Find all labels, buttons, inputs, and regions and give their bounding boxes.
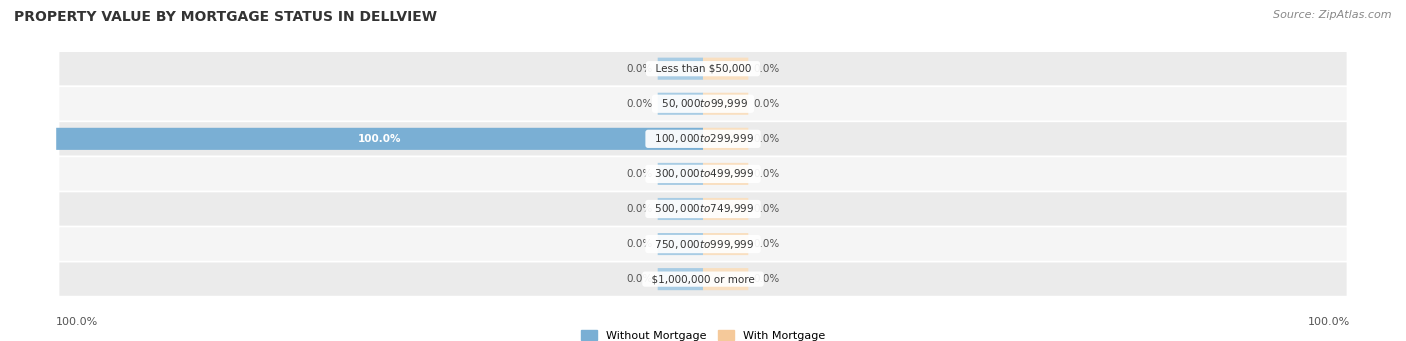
FancyBboxPatch shape (703, 58, 748, 80)
Text: $1,000,000 or more: $1,000,000 or more (645, 274, 761, 284)
FancyBboxPatch shape (658, 268, 703, 290)
Text: 0.0%: 0.0% (754, 239, 780, 249)
FancyBboxPatch shape (59, 122, 1347, 155)
Text: 100.0%: 100.0% (56, 317, 98, 327)
FancyBboxPatch shape (59, 192, 1347, 226)
FancyBboxPatch shape (59, 227, 1347, 261)
Text: 0.0%: 0.0% (754, 204, 780, 214)
FancyBboxPatch shape (703, 93, 748, 115)
Text: $500,000 to $749,999: $500,000 to $749,999 (648, 203, 758, 216)
FancyBboxPatch shape (59, 87, 1347, 120)
FancyBboxPatch shape (658, 93, 703, 115)
FancyBboxPatch shape (658, 58, 703, 80)
FancyBboxPatch shape (658, 233, 703, 255)
FancyBboxPatch shape (59, 52, 1347, 85)
Text: 0.0%: 0.0% (626, 169, 652, 179)
FancyBboxPatch shape (658, 163, 703, 185)
Text: $300,000 to $499,999: $300,000 to $499,999 (648, 167, 758, 180)
FancyBboxPatch shape (703, 128, 748, 150)
Text: 0.0%: 0.0% (754, 134, 780, 144)
Text: 0.0%: 0.0% (626, 239, 652, 249)
Text: 0.0%: 0.0% (626, 99, 652, 109)
Text: $100,000 to $299,999: $100,000 to $299,999 (648, 132, 758, 145)
FancyBboxPatch shape (658, 198, 703, 220)
Text: 0.0%: 0.0% (754, 64, 780, 74)
Text: $750,000 to $999,999: $750,000 to $999,999 (648, 238, 758, 251)
FancyBboxPatch shape (703, 198, 748, 220)
Text: $50,000 to $99,999: $50,000 to $99,999 (655, 97, 751, 110)
Text: 100.0%: 100.0% (359, 134, 401, 144)
FancyBboxPatch shape (59, 263, 1347, 296)
FancyBboxPatch shape (703, 163, 748, 185)
Text: 100.0%: 100.0% (1308, 317, 1350, 327)
FancyBboxPatch shape (59, 157, 1347, 191)
FancyBboxPatch shape (703, 233, 748, 255)
Text: 0.0%: 0.0% (754, 99, 780, 109)
Legend: Without Mortgage, With Mortgage: Without Mortgage, With Mortgage (576, 325, 830, 341)
Text: Source: ZipAtlas.com: Source: ZipAtlas.com (1274, 10, 1392, 20)
Text: 0.0%: 0.0% (626, 274, 652, 284)
Text: Less than $50,000: Less than $50,000 (648, 64, 758, 74)
Text: 0.0%: 0.0% (754, 274, 780, 284)
FancyBboxPatch shape (56, 128, 703, 150)
Text: 0.0%: 0.0% (626, 204, 652, 214)
FancyBboxPatch shape (703, 268, 748, 290)
Text: PROPERTY VALUE BY MORTGAGE STATUS IN DELLVIEW: PROPERTY VALUE BY MORTGAGE STATUS IN DEL… (14, 10, 437, 24)
Text: 0.0%: 0.0% (754, 169, 780, 179)
Text: 0.0%: 0.0% (626, 64, 652, 74)
